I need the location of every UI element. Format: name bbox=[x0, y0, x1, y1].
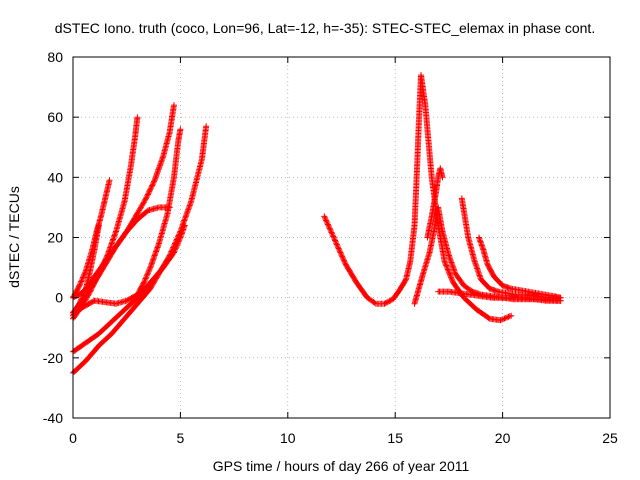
y-tick-label: -20 bbox=[43, 350, 63, 366]
series-markers bbox=[435, 288, 564, 304]
series-markers bbox=[458, 195, 564, 301]
x-axis-label: GPS time / hours of day 266 of year 2011 bbox=[213, 458, 470, 474]
series-markers bbox=[70, 114, 141, 322]
series-arc-12 bbox=[458, 195, 564, 301]
series-markers bbox=[321, 72, 515, 324]
series-arc-9 bbox=[321, 72, 515, 324]
x-tick-labels: 0 5 10 15 20 25 bbox=[69, 430, 618, 446]
x-tick-label: 5 bbox=[177, 430, 185, 446]
y-tick-label: 20 bbox=[47, 230, 63, 246]
series-arc-10 bbox=[411, 204, 564, 307]
x-tick-label: 15 bbox=[387, 430, 403, 446]
ticks bbox=[72, 56, 611, 419]
y-tick-labels: -40 -20 0 20 40 60 80 bbox=[43, 49, 63, 426]
grid bbox=[73, 57, 610, 418]
y-tick-label: 60 bbox=[47, 109, 63, 125]
x-tick-label: 10 bbox=[280, 430, 296, 446]
y-axis-label: dSTEC / TECUs bbox=[6, 186, 22, 288]
y-tick-label: 0 bbox=[55, 290, 63, 306]
series-markers bbox=[424, 165, 446, 241]
x-tick-label: 20 bbox=[495, 430, 511, 446]
y-tick-label: 40 bbox=[47, 169, 63, 185]
x-tick-label: 25 bbox=[602, 430, 618, 446]
x-tick-label: 0 bbox=[69, 430, 77, 446]
chart-title: dSTEC Iono. truth (coco, Lon=96, Lat=-12… bbox=[55, 20, 595, 36]
y-tick-label: 80 bbox=[47, 49, 63, 65]
series-markers bbox=[476, 234, 564, 301]
series-arc-13 bbox=[476, 234, 564, 301]
y-tick-label: -40 bbox=[43, 410, 63, 426]
series-arc-3 bbox=[70, 114, 141, 322]
series-arc-11 bbox=[424, 165, 446, 241]
series-arc-14 bbox=[435, 288, 564, 304]
series-markers bbox=[411, 204, 564, 307]
data-series bbox=[70, 72, 564, 376]
